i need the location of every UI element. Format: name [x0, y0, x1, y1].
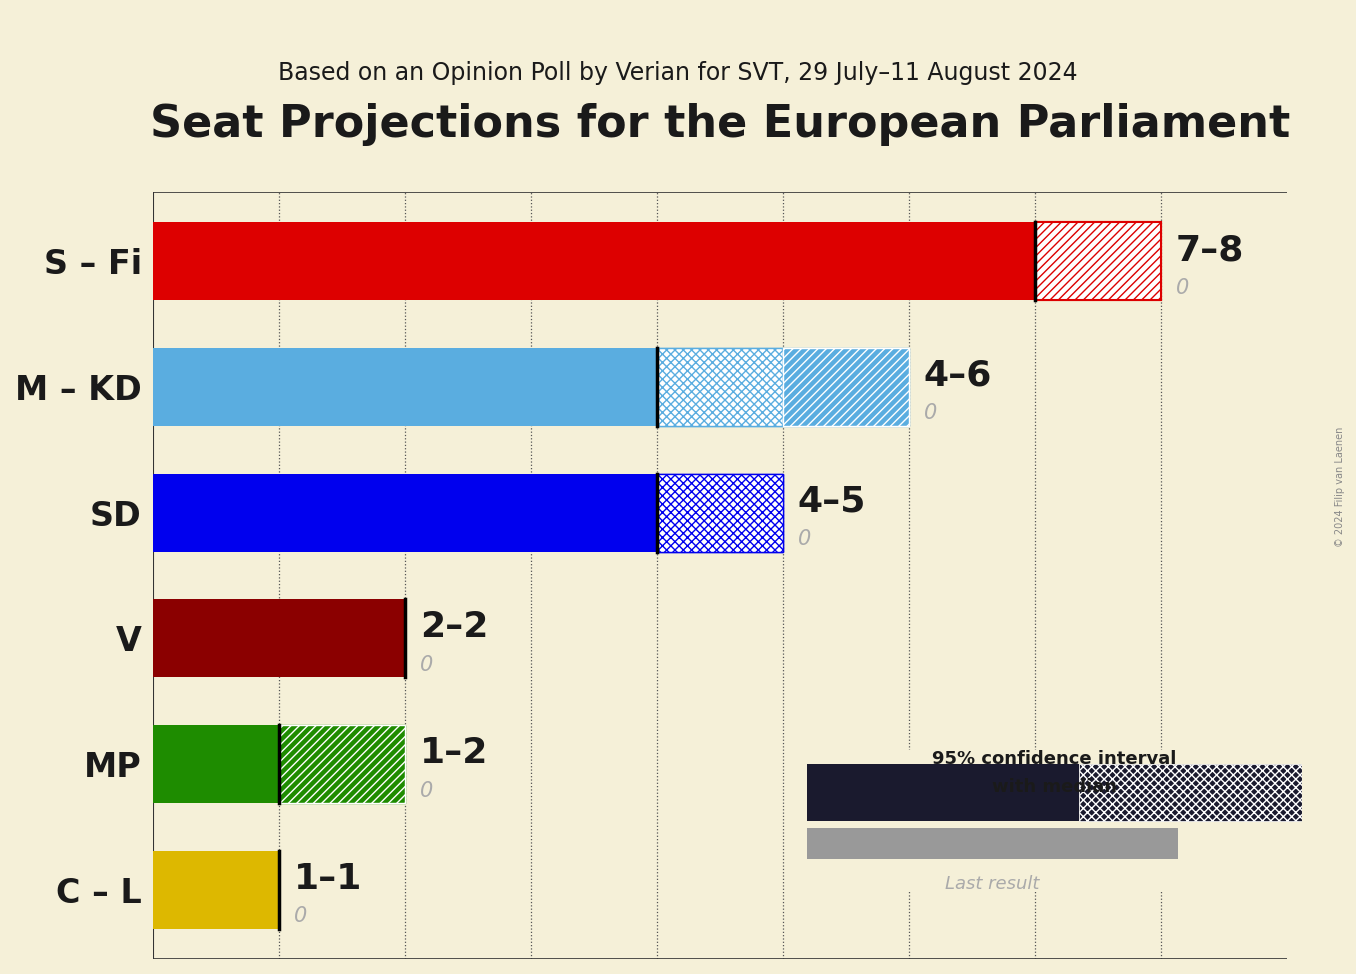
Bar [807, 828, 1178, 859]
Bar [279, 726, 405, 804]
Bar [153, 851, 279, 929]
Text: 0: 0 [420, 655, 433, 675]
Bar [656, 348, 782, 426]
Bar [782, 348, 909, 426]
Bar [279, 726, 405, 804]
Text: 1–2: 1–2 [420, 735, 488, 769]
Bar [656, 348, 782, 426]
Bar [807, 764, 1079, 820]
Bar [1035, 222, 1161, 300]
Bar [656, 473, 782, 551]
Text: 0: 0 [420, 780, 433, 801]
Bar [153, 726, 279, 804]
Text: 4–6: 4–6 [923, 358, 993, 393]
Bar [153, 348, 656, 426]
Bar [153, 473, 656, 551]
Bar [1079, 764, 1302, 820]
Bar [782, 348, 909, 426]
Bar [153, 222, 1035, 300]
Text: 0: 0 [294, 906, 308, 926]
Text: 7–8: 7–8 [1176, 233, 1245, 267]
Bar [153, 599, 405, 678]
Text: 1–1: 1–1 [294, 862, 362, 895]
Text: 95% confidence interval: 95% confidence interval [932, 750, 1177, 768]
Text: 0: 0 [923, 403, 937, 424]
Bar [656, 473, 782, 551]
Text: 0: 0 [1176, 278, 1189, 298]
Text: 4–5: 4–5 [797, 484, 866, 518]
Text: 0: 0 [797, 529, 811, 549]
Bar [1035, 222, 1161, 300]
Text: Last result: Last result [945, 876, 1040, 893]
Text: © 2024 Filip van Laenen: © 2024 Filip van Laenen [1334, 427, 1345, 547]
Text: 2–2: 2–2 [420, 610, 488, 644]
Text: with median: with median [991, 778, 1117, 796]
Text: Based on an Opinion Poll by Verian for SVT, 29 July–11 August 2024: Based on an Opinion Poll by Verian for S… [278, 61, 1078, 85]
Title: Seat Projections for the European Parliament: Seat Projections for the European Parlia… [149, 102, 1290, 146]
